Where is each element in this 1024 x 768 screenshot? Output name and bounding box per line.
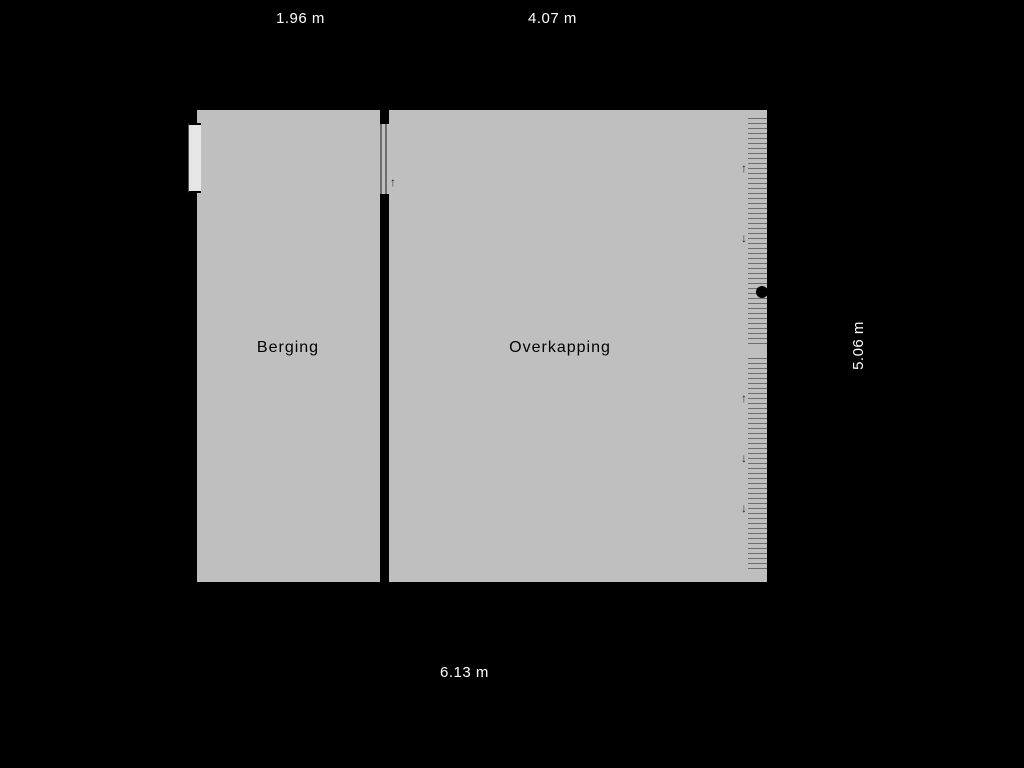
floorplan-canvas: ↑ ↑ ↓ ↑ ↓ ↓ Berging Overkapping 1.96 m 4… xyxy=(0,0,1024,768)
inner-wall xyxy=(380,194,389,582)
dimension-bottom: 6.13 m xyxy=(440,664,489,681)
room-label-overkapping: Overkapping xyxy=(509,339,611,357)
arrow-icon: ↑ xyxy=(741,391,747,405)
arrow-icon: ↓ xyxy=(741,451,747,465)
window-berging xyxy=(188,123,201,193)
inner-wall-stub xyxy=(380,110,389,124)
room-label-berging: Berging xyxy=(257,339,319,357)
arrow-icon: ↑ xyxy=(741,161,747,175)
door-knob-icon xyxy=(756,286,768,298)
arrow-icon: ↑ xyxy=(390,175,396,189)
arrow-icon: ↓ xyxy=(741,231,747,245)
dimension-right: 5.06 m xyxy=(850,321,867,370)
arrow-icon: ↓ xyxy=(741,501,747,515)
dimension-top-left: 1.96 m xyxy=(276,10,325,27)
door-swing-line xyxy=(768,290,810,294)
dimension-top-right: 4.07 m xyxy=(528,10,577,27)
right-edge-break xyxy=(748,346,767,358)
inner-wall-opening xyxy=(380,124,389,194)
